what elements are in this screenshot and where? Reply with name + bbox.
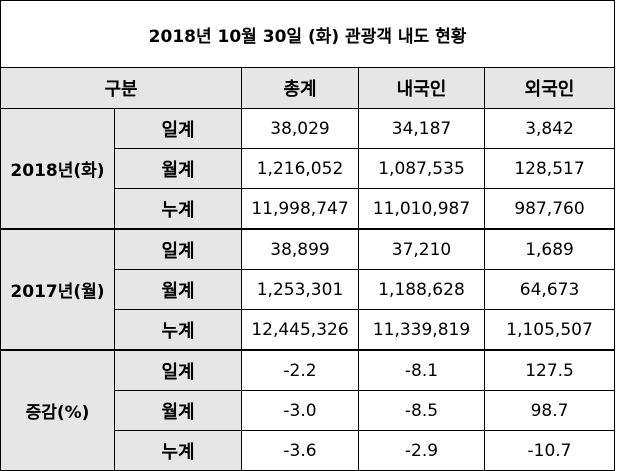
domestic-cell: -8.5	[358, 390, 485, 431]
domestic-cell: 1,188,628	[358, 269, 485, 310]
title-row: 2018년 10월 30일 (화) 관광객 내도 현황	[0, 0, 616, 68]
foreign-cell: 987,760	[483, 188, 616, 230]
header-domestic: 내국인	[358, 67, 485, 109]
table-row: 2018년(화) 일계 38,029 34,187 3,842	[0, 108, 616, 230]
table-row: 누계 11,998,747 11,010,987 987,760	[1, 188, 616, 230]
table-row: 증감(%) 일계 -2.2 -8.1 127.5	[0, 349, 616, 471]
total-cell: -3.6	[241, 430, 359, 471]
table-title: 2018년 10월 30일 (화) 관광객 내도 현황	[0, 0, 616, 68]
domestic-cell: 34,187	[358, 108, 485, 149]
total-cell: 38,029	[241, 108, 359, 149]
total-cell: 1,216,052	[241, 148, 359, 189]
domestic-cell: 37,210	[358, 228, 485, 270]
total-cell: -2.2	[241, 349, 359, 391]
foreign-cell: 98.7	[483, 390, 616, 431]
row-label: 월계	[114, 269, 242, 310]
foreign-cell: -10.7	[483, 430, 616, 471]
foreign-cell: 127.5	[483, 349, 616, 391]
group-label-2018: 2018년(화)	[0, 108, 115, 230]
row-label: 월계	[114, 148, 242, 189]
row-label: 누계	[114, 188, 242, 230]
table-row: 누계 12,445,326 11,339,819 1,105,507	[1, 309, 616, 351]
total-cell: -3.0	[241, 390, 359, 431]
row-label: 누계	[114, 309, 242, 351]
header-total: 총계	[241, 67, 359, 109]
row-label: 일계	[114, 228, 242, 270]
table-row: 2017년(월) 일계 38,899 37,210 1,689	[0, 228, 616, 351]
foreign-cell: 1,105,507	[483, 309, 616, 351]
table-row: 월계 1,216,052 1,087,535 128,517	[1, 148, 616, 189]
header-foreign: 외국인	[483, 67, 616, 109]
header-row: 구분 총계 내국인 외국인	[0, 67, 616, 109]
table-row: 누계 -3.6 -2.9 -10.7	[1, 430, 616, 471]
domestic-cell: 1,087,535	[358, 148, 485, 189]
group-label-2017: 2017년(월)	[0, 228, 115, 351]
row-label: 일계	[114, 349, 242, 391]
group-label-change: 증감(%)	[0, 349, 115, 471]
foreign-cell: 128,517	[483, 148, 616, 189]
total-cell: 12,445,326	[241, 309, 359, 351]
foreign-cell: 3,842	[483, 108, 616, 149]
header-category: 구분	[0, 67, 242, 109]
total-cell: 11,998,747	[241, 188, 359, 230]
domestic-cell: 11,339,819	[358, 309, 485, 351]
domestic-cell: -8.1	[358, 349, 485, 391]
total-cell: 1,253,301	[241, 269, 359, 310]
row-label: 일계	[114, 108, 242, 149]
foreign-cell: 64,673	[483, 269, 616, 310]
domestic-cell: -2.9	[358, 430, 485, 471]
foreign-cell: 1,689	[483, 228, 616, 270]
row-label: 누계	[114, 430, 242, 471]
table-row: 월계 1,253,301 1,188,628 64,673	[1, 269, 616, 310]
row-label: 월계	[114, 390, 242, 431]
domestic-cell: 11,010,987	[358, 188, 485, 230]
total-cell: 38,899	[241, 228, 359, 270]
table-row: 월계 -3.0 -8.5 98.7	[1, 390, 616, 431]
